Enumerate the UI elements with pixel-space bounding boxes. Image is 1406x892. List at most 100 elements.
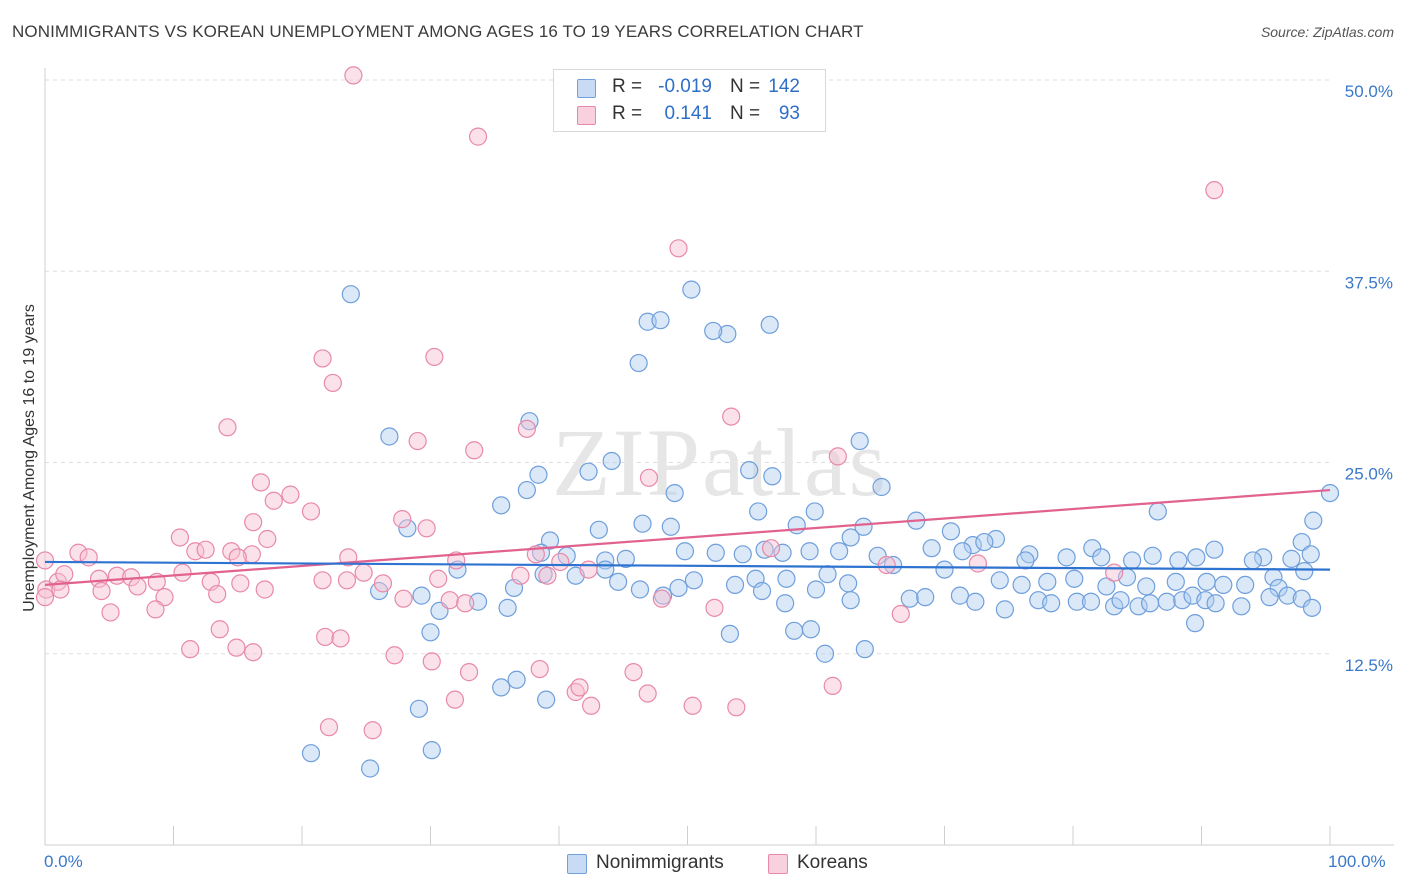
- nonimmigrant-point: [1143, 546, 1162, 565]
- nonimmigrant-point: [540, 531, 560, 550]
- nonimmigrant-point: [740, 461, 759, 480]
- nonimmigrant-point: [421, 623, 440, 642]
- nonimmigrant-point: [1214, 575, 1233, 595]
- nonimmigrant-point: [1016, 551, 1035, 570]
- nonimmigrant-point: [935, 560, 954, 579]
- legend-swatch-blue: [567, 854, 587, 874]
- nonimmigrant-point: [412, 586, 431, 605]
- nonimmigrant-point: [1254, 548, 1273, 567]
- korean-point: [445, 690, 465, 709]
- legend-row-koreans: R = 0.141 N = 93: [554, 101, 825, 127]
- nonimmigrant-point: [755, 540, 774, 559]
- nonimmigrant-point: [1111, 591, 1130, 610]
- korean-point: [258, 529, 277, 549]
- nonimmigrant-point: [850, 431, 869, 451]
- korean-point: [51, 580, 70, 599]
- nonimmigrant-point: [1243, 551, 1263, 570]
- korean-point: [530, 659, 549, 679]
- korean-point: [683, 696, 702, 715]
- nonimmigrant-point: [806, 580, 826, 599]
- nonimmigrant-point: [1301, 545, 1320, 564]
- nonimmigrant-point: [1065, 569, 1084, 588]
- legend-r-label: R =: [612, 103, 643, 124]
- nonimmigrant-point: [1205, 540, 1224, 559]
- korean-point: [429, 569, 448, 588]
- nonimmigrant-point: [963, 536, 982, 555]
- correlation-legend: R = -0.019 N = 142 R = 0.141 N = 93: [553, 69, 826, 132]
- korean-point: [652, 589, 671, 608]
- nonimmigrant-point: [776, 594, 795, 613]
- korean-point: [35, 551, 55, 570]
- nonimmigrant-point: [953, 542, 972, 561]
- korean-point: [394, 589, 413, 608]
- nonimmigrant-point: [830, 542, 849, 561]
- korean-point: [639, 468, 659, 487]
- korean-point: [579, 560, 598, 579]
- koreans-trend-line: [44, 488, 1331, 586]
- nonimmigrant-point: [800, 542, 819, 561]
- nonimmigrant-point: [409, 699, 429, 718]
- korean-point: [393, 510, 412, 529]
- korean-point: [624, 663, 643, 682]
- korean-point: [761, 539, 781, 558]
- nonimmigrant-point: [1166, 572, 1185, 591]
- nonimmigrant-point: [900, 589, 919, 608]
- nonimmigrant-point: [749, 502, 768, 521]
- nonimmigrant-point: [596, 560, 615, 579]
- korean-point: [264, 491, 283, 510]
- legend-n-value: 142: [768, 76, 800, 97]
- nonimmigrant-point: [704, 321, 723, 341]
- nonimmigrant-point: [1302, 598, 1322, 617]
- nonimmigrant-point: [517, 480, 536, 500]
- nonimmigrant-point: [675, 542, 695, 561]
- nonimmigrant-point: [922, 539, 941, 558]
- nonimmigrant-point: [1292, 532, 1311, 552]
- watermark: ZIPatlas: [552, 409, 888, 516]
- nonimmigrant-point: [507, 670, 526, 689]
- nonimmigrant-point: [629, 353, 648, 373]
- korean-point: [422, 652, 441, 671]
- korean-point: [570, 678, 589, 697]
- nonimmigrant-point: [669, 578, 688, 598]
- nonimmigrant-point: [752, 581, 772, 601]
- nonimmigrant-point: [854, 517, 873, 536]
- korean-point: [146, 600, 165, 619]
- y-tick-label: 25.0%: [1345, 465, 1393, 484]
- korean-point: [313, 571, 332, 590]
- korean-point: [1105, 563, 1124, 582]
- nonimmigrant-point: [609, 572, 628, 591]
- nonimmigrant-point: [380, 427, 399, 446]
- korean-point: [181, 640, 200, 659]
- korean-point: [417, 519, 436, 538]
- nonimmigrant-point: [529, 465, 548, 484]
- nonimmigrant-point: [1057, 548, 1076, 567]
- nonimmigrant-point: [941, 522, 961, 541]
- korean-point: [155, 588, 174, 607]
- nonimmigrant-point: [341, 285, 360, 304]
- nonimmigrant-point: [1232, 597, 1251, 616]
- nonimmigrant-point: [1292, 589, 1311, 608]
- korean-point: [511, 566, 530, 585]
- korean-point: [208, 584, 227, 604]
- nonimmigrant-point: [665, 484, 684, 503]
- nonimmigrant-point: [760, 315, 779, 334]
- korean-point: [828, 447, 847, 466]
- y-tick-labels: 12.5% 25.0% 37.5% 50.0%: [1345, 82, 1393, 675]
- korean-point: [891, 604, 910, 624]
- korean-point: [722, 407, 741, 426]
- nonimmigrant-point: [995, 600, 1014, 619]
- korean-point: [35, 588, 55, 607]
- korean-point: [331, 629, 350, 648]
- nonimmigrant-point: [492, 678, 511, 697]
- nonimmigrant-point: [725, 575, 745, 595]
- nonimmigrant-point: [661, 517, 680, 536]
- nonimmigrant-point: [537, 690, 556, 709]
- nonimmigrant-point: [1187, 548, 1206, 567]
- nonimmigrant-point: [579, 462, 598, 481]
- korean-point: [425, 347, 444, 367]
- nonimmigrant-point: [589, 520, 608, 539]
- korean-point: [55, 565, 74, 584]
- legend-r-label: R =: [612, 76, 643, 97]
- nonimmigrant-point: [1173, 591, 1192, 610]
